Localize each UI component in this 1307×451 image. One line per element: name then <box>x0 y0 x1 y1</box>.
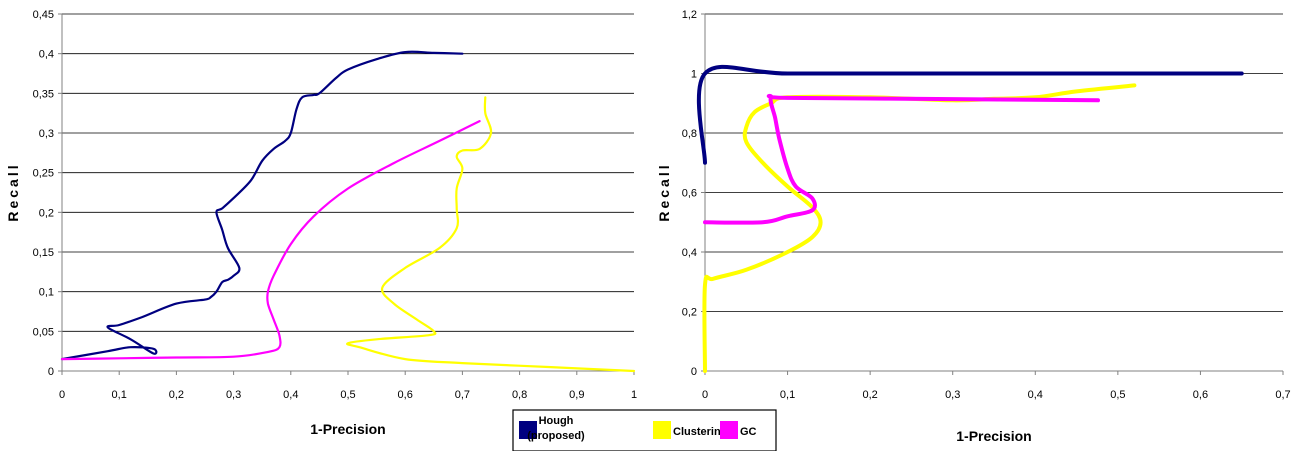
x-tick-label: 0,8 <box>512 389 527 401</box>
y-tick-label: 0,45 <box>33 9 54 21</box>
legend: Hough (proposed) Clustering GC <box>512 409 777 451</box>
y-tick-label: 0,35 <box>33 88 54 100</box>
x-tick-label: 1 <box>631 389 637 401</box>
x-tick-label: 0,9 <box>569 389 584 401</box>
legend-label-clustering: Clustering <box>673 426 727 438</box>
y-tick-label: 0,3 <box>39 128 54 140</box>
y-tick-label: 0,6 <box>682 188 697 200</box>
x-tick-label: 0,2 <box>862 389 877 401</box>
y-tick-label: 0,25 <box>33 168 54 180</box>
x-axis-title: 1-Precision <box>310 421 385 437</box>
y-tick-label: 0,4 <box>682 247 697 259</box>
y-tick-label: 0,4 <box>39 49 54 61</box>
legend-label-hough: Hough <box>539 415 574 427</box>
x-tick-label: 0 <box>702 389 708 401</box>
x-tick-label: 0,7 <box>1275 389 1290 401</box>
legend-swatch-gc <box>720 421 738 439</box>
x-tick-label: 0,2 <box>169 389 184 401</box>
y-tick-label: 0 <box>691 366 697 378</box>
series-line-hough <box>60 50 464 361</box>
legend-swatch-hough <box>519 421 537 439</box>
x-tick-label: 0,3 <box>226 389 241 401</box>
y-tick-label: 0,15 <box>33 247 54 259</box>
y-tick-label: 0,8 <box>682 128 697 140</box>
x-tick-label: 0,3 <box>945 389 960 401</box>
x-tick-label: 0 <box>59 389 65 401</box>
x-tick-label: 0,5 <box>340 389 355 401</box>
chart-left: 0 0,05 0,1 0,15 0,2 0,25 0,3 0,35 0,4 0,45 0 0,1 0,2… <box>5 9 637 437</box>
y-tick-label: 0,1 <box>39 287 54 299</box>
series-line-gc <box>703 93 1100 225</box>
x-tick-label: 0,4 <box>1028 389 1043 401</box>
legend-label-gc: GC <box>740 426 757 438</box>
y-tick-label: 0,2 <box>39 207 54 219</box>
y-tick-label: 0 <box>48 366 54 378</box>
x-axis-title: 1-Precision <box>956 428 1031 444</box>
chart-right: 0 0,2 0,4 0,6 0,8 1 1,2 0 0,1 0,2 0,3 0,4 0,5 0,6 0,7 1… <box>656 9 1291 444</box>
y-tick-label: 1 <box>691 69 697 81</box>
y-axis-title: Recall <box>656 162 672 221</box>
x-tick-label: 0,5 <box>1110 389 1125 401</box>
legend-swatch-clustering <box>653 421 671 439</box>
y-axis-title: Recall <box>5 162 21 221</box>
y-tick-label: 0,05 <box>33 326 54 338</box>
series-line-clustering <box>346 96 636 373</box>
x-tick-label: 0,6 <box>1193 389 1208 401</box>
legend-label-hough: (proposed) <box>527 430 585 442</box>
x-tick-label: 0,4 <box>283 389 298 401</box>
x-tick-label: 0,1 <box>112 389 127 401</box>
x-tick-label: 0,6 <box>398 389 413 401</box>
series-line-hough <box>696 64 1244 165</box>
y-tick-label: 1,2 <box>682 9 697 21</box>
y-tick-label: 0,2 <box>682 307 697 319</box>
x-tick-label: 0,1 <box>780 389 795 401</box>
series-line-gc <box>60 120 481 361</box>
x-tick-label: 0,7 <box>455 389 470 401</box>
series-line-clustering <box>702 83 1137 373</box>
